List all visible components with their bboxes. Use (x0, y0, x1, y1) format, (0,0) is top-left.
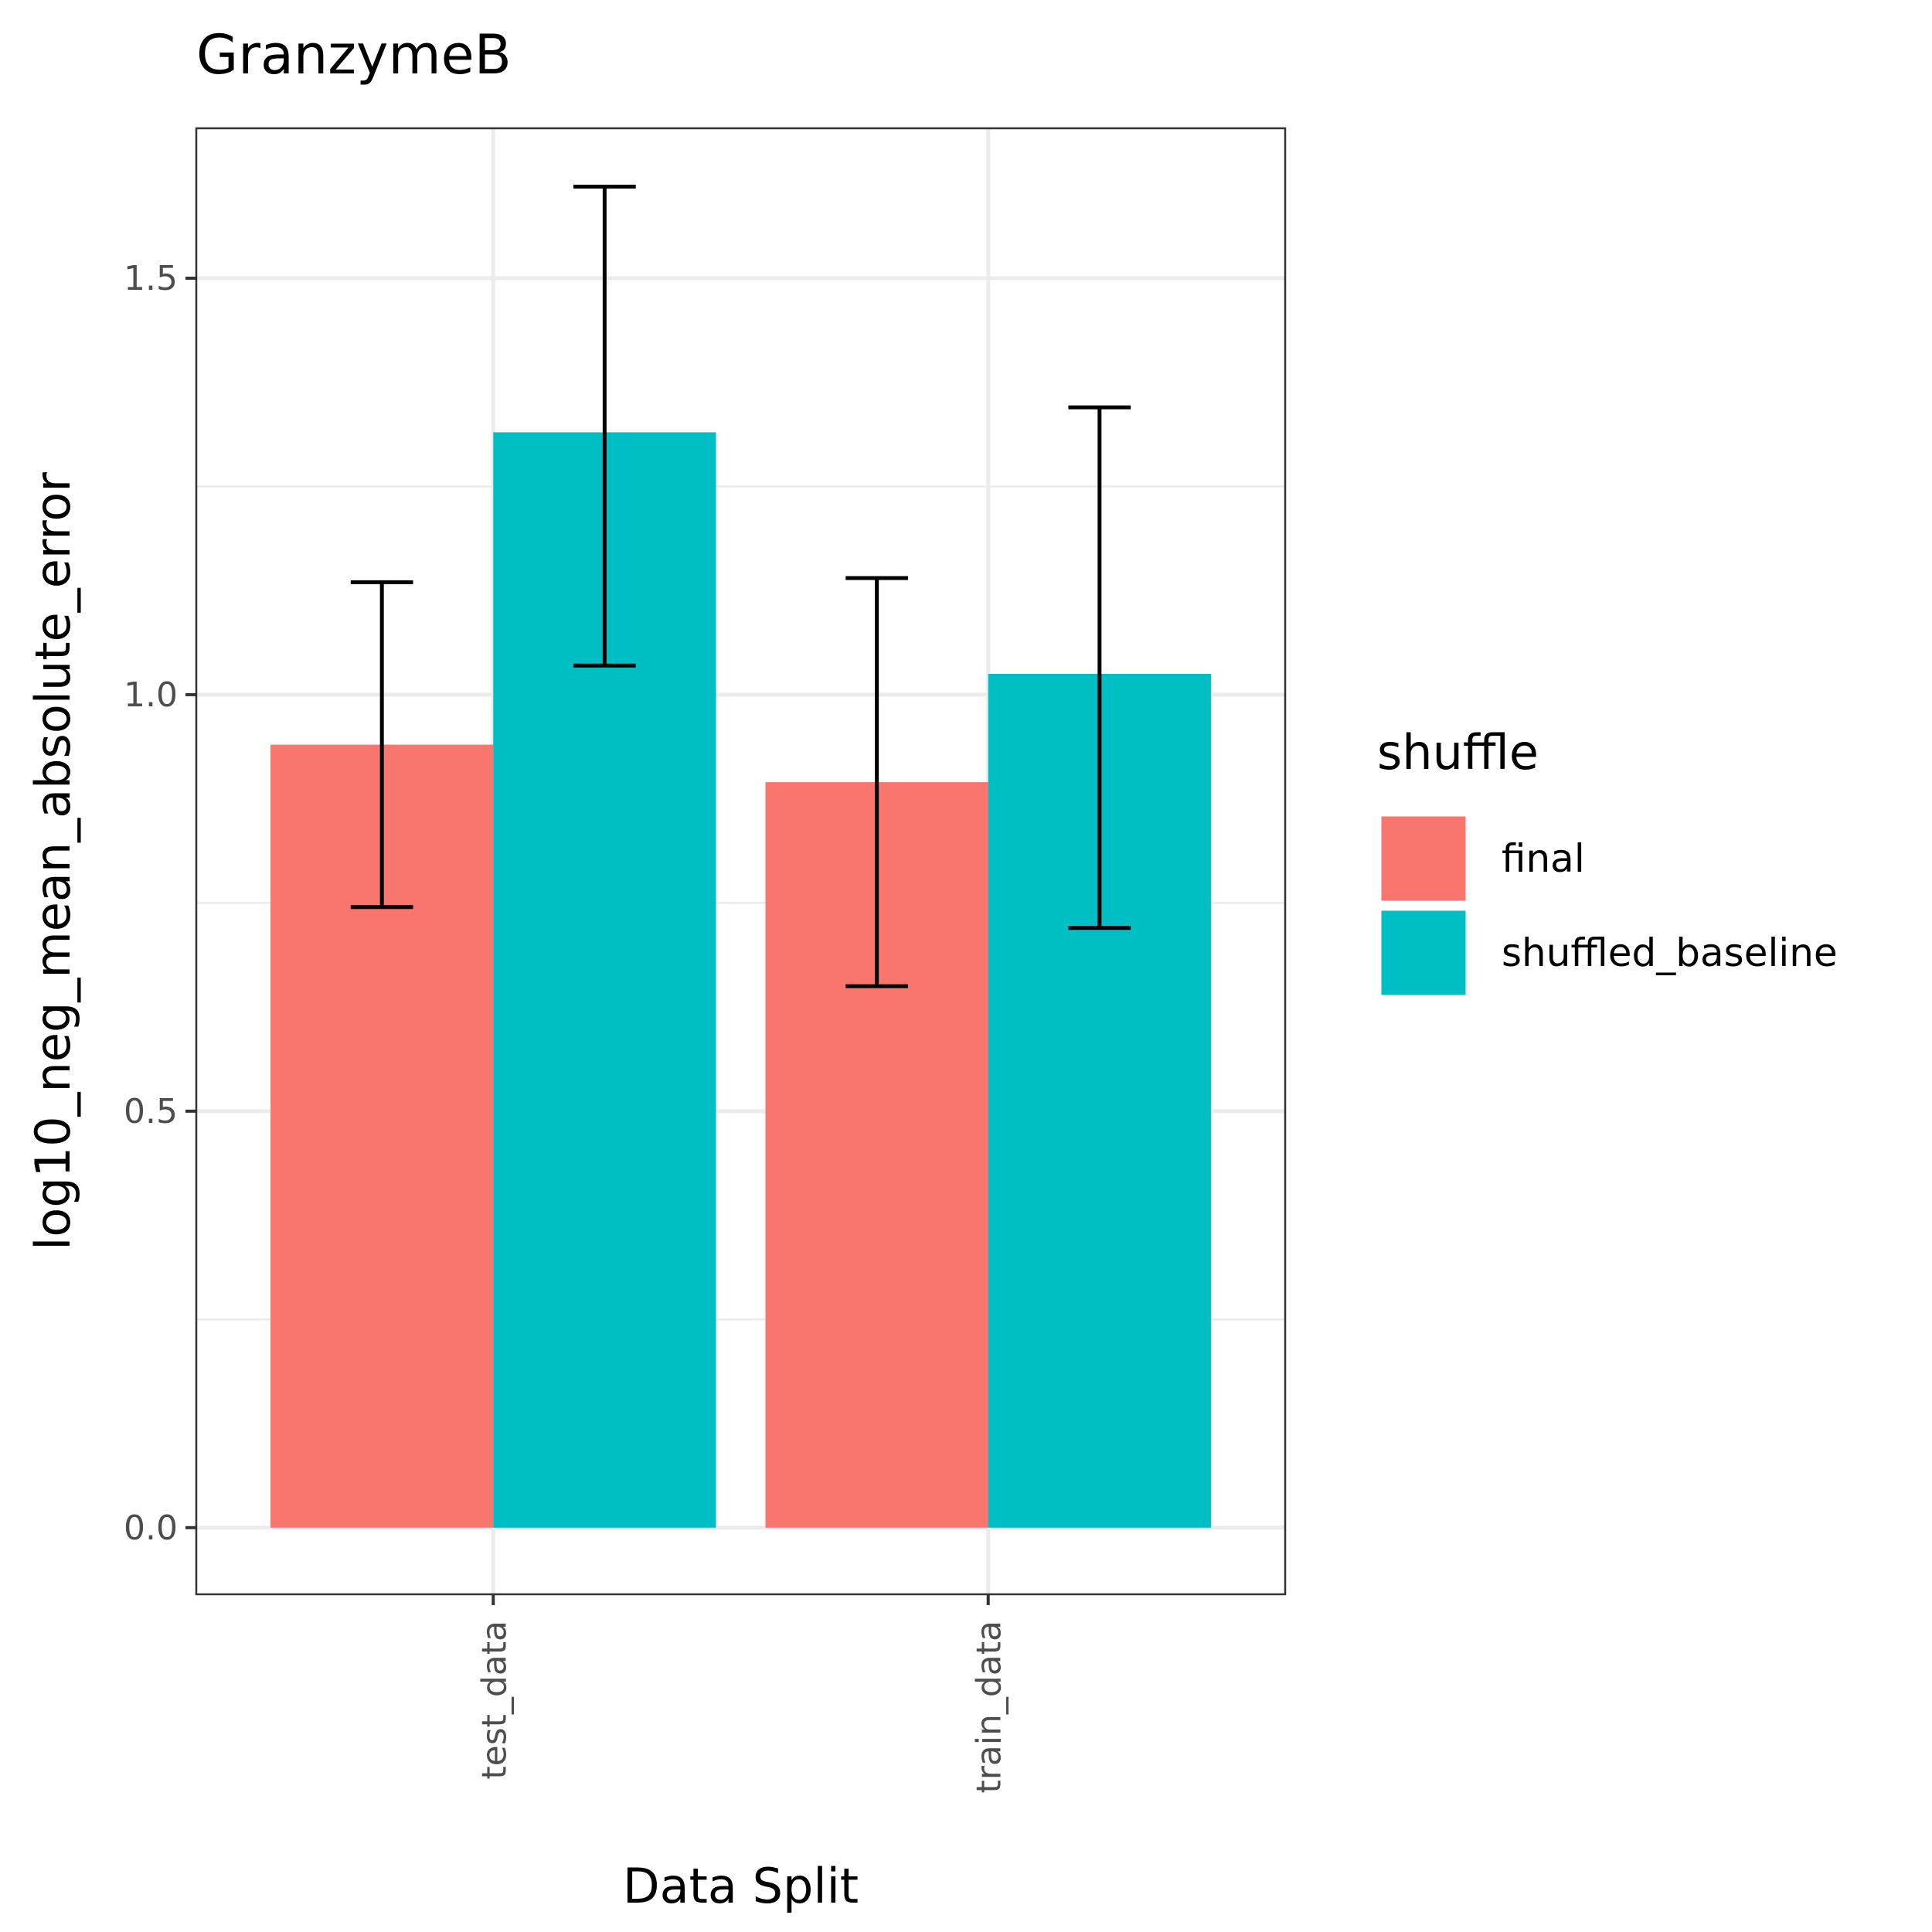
legend-item-final: final (1379, 814, 1585, 903)
legend-item-shuffled_baseline: shuffled_baseline (1379, 908, 1838, 998)
legend-swatch (1379, 814, 1468, 903)
chart-title: GranzymeB (196, 23, 512, 87)
legend-label: shuffled_baseline (1502, 930, 1838, 975)
y-axis: 0.0 0.5 1.0 1.5 (124, 259, 196, 1548)
error-bar-shuffled_baseline-test_data (573, 184, 636, 668)
x-tick-label: train_data (970, 1621, 1009, 1794)
legend-items: final shuffled_baseline (1379, 814, 1838, 998)
error-bar-final-train_data (845, 576, 908, 988)
legend-label: final (1502, 836, 1585, 881)
y-tick-label: 1.0 (124, 675, 178, 715)
x-tick-label: test_data (474, 1621, 514, 1780)
error-bars (350, 184, 1131, 988)
legend-title: shuffle (1377, 724, 1539, 781)
panel-border (195, 127, 1287, 1596)
x-axis: test_data train_data (474, 1594, 1009, 1794)
y-tick-label: 1.5 (124, 259, 178, 298)
y-tick-label: 0.5 (124, 1092, 178, 1131)
legend-swatch (1379, 908, 1468, 998)
legend: shuffle final shuffled_baseline (1377, 724, 1838, 998)
x-axis-title: Data Split (623, 1858, 859, 1914)
y-axis-title: log10_neg_mean_absolute_error (25, 472, 81, 1250)
bars (270, 432, 1211, 1528)
error-bar-final-test_data (350, 580, 413, 910)
y-tick-label: 0.0 (124, 1509, 178, 1548)
error-bar-shuffled_baseline-train_data (1068, 405, 1131, 930)
